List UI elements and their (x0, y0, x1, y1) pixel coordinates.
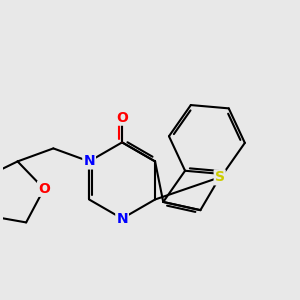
Text: N: N (116, 212, 128, 226)
Text: O: O (116, 111, 128, 124)
Text: O: O (38, 182, 50, 196)
Text: N: N (83, 154, 95, 168)
Text: S: S (215, 170, 225, 184)
